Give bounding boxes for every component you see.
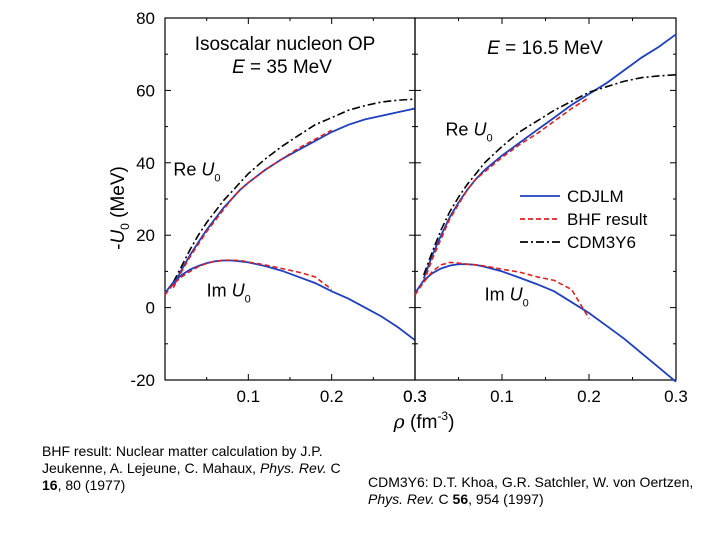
- right-annotation-text: Im: [485, 284, 510, 304]
- right-annotation-im: Im U0: [485, 284, 529, 309]
- bhf-reference-journal: Phys. Rev.: [259, 460, 327, 476]
- legend-label-cdm3y6: CDM3Y6: [567, 233, 636, 252]
- right-plot-frame: [414, 17, 677, 381]
- right-title-var: E: [487, 38, 500, 59]
- left-series-cdm3y6-re: [172, 98, 416, 283]
- left-series-bhf-im: [164, 259, 333, 296]
- x-axis-label-unit: (fm: [405, 412, 438, 433]
- right-xtick-label: 0.2: [577, 387, 601, 406]
- left-title-line-1: Isoscalar nucleon OP: [195, 34, 376, 55]
- y-axis-label: -U0 (MeV): [108, 166, 132, 250]
- left-series-cdjlm-re: [172, 107, 416, 287]
- left-title-var: E: [232, 57, 245, 78]
- y-axis-label-unit: (MeV): [108, 166, 129, 223]
- left-series-bhf-re: [172, 129, 333, 289]
- left-ytick-label: 40: [136, 154, 155, 173]
- left-ytick-label: 80: [136, 9, 155, 28]
- right-series-cdjlm-im: [414, 263, 677, 383]
- bhf-reference-lead: BHF result: [42, 443, 109, 459]
- right-title: E = 16.5 MeV: [487, 38, 603, 59]
- optical-potential-figure: -20 0 20 40 60 80 0.1 0.2 0.3 Isoscalar nucleon O…: [108, 9, 688, 433]
- left-annotation-re: Re U0: [173, 159, 220, 184]
- bhf-reference-authors: Nuclear matter calculation by J.P. Jeuke…: [42, 443, 323, 476]
- left-ytick-label: 60: [136, 81, 155, 100]
- legend-label-bhf-result: BHF result: [567, 210, 648, 229]
- left-annotation-im: Im U0: [207, 281, 251, 306]
- x-axis-label-exp: -3: [437, 409, 448, 423]
- right-series-bhf-im: [414, 261, 590, 319]
- left-series-cdjlm-im: [164, 259, 416, 341]
- cdm3y6-reference-volume: 56: [452, 491, 469, 507]
- axis-labels: -U0 (MeV)ρ (fm-3): [108, 166, 454, 433]
- left-ytick-label: -20: [130, 371, 155, 390]
- right-xtick-label: 0.3: [403, 387, 427, 406]
- y-axis-label-prefix: -: [108, 244, 129, 250]
- left-title-suffix: = 35 MeV: [245, 57, 332, 78]
- left-xtick-label: 0.3: [403, 387, 427, 406]
- y-axis-label-var: U: [108, 230, 129, 244]
- right-xtick-label: 0.1: [490, 387, 514, 406]
- left-panel: -20 0 20 40 60 80 0.1 0.2 0.3 Isoscalar nucleon O…: [130, 9, 426, 406]
- right-annotation-re: Re U0: [445, 120, 492, 145]
- cdm3y6-reference: CDM3Y6: D.T. Khoa, G.R. Satchler, W. von…: [368, 474, 718, 508]
- right-annotation-sub: 0: [486, 133, 492, 145]
- right-annotation-var: U: [473, 120, 487, 140]
- right-xtick-label: 0.3: [664, 387, 688, 406]
- right-series-bhf-re: [422, 96, 590, 283]
- y-axis-label-sub: 0: [118, 223, 132, 230]
- x-axis-label: ρ (fm-3): [393, 409, 455, 433]
- left-annotation-var: U: [232, 281, 246, 301]
- right-series-cdm3y6-re: [422, 74, 677, 276]
- cdm3y6-reference-lead: CDM3Y6: [368, 474, 425, 490]
- left-annotation-text: Re: [173, 159, 201, 179]
- bhf-reference: BHF result: Nuclear matter calculation b…: [42, 443, 352, 494]
- right-annotation-var: U: [510, 284, 524, 304]
- left-ytick-label: 20: [136, 226, 155, 245]
- legend-label-cdjlm: CDJLM: [567, 187, 624, 206]
- bhf-reference-volume-prefix: C: [326, 460, 341, 476]
- bhf-reference-sep: :: [108, 443, 116, 459]
- x-axis-label-var: ρ: [393, 411, 406, 433]
- cdm3y6-reference-authors: D.T. Khoa, G.R. Satchler, W. von Oertzen…: [432, 474, 694, 490]
- cdm3y6-reference-pages: , 954 (1997): [468, 491, 544, 507]
- right-annotation-sub: 0: [523, 297, 529, 309]
- left-xtick-label: 0.2: [320, 387, 344, 406]
- left-ytick-label: 0: [146, 299, 155, 318]
- right-title-suffix: = 16.5 MeV: [500, 38, 603, 59]
- right-annotation-text: Re: [445, 120, 473, 140]
- right-series-cdjlm-re: [422, 33, 677, 279]
- left-annotation-sub: 0: [214, 172, 220, 184]
- left-title-line-2: E = 35 MeV: [232, 57, 332, 78]
- bhf-reference-volume: 16: [42, 477, 58, 493]
- legend: CDJLM BHF result CDM3Y6: [520, 187, 648, 252]
- cdm3y6-reference-sep: :: [424, 474, 433, 490]
- x-axis-label-close: ): [448, 412, 454, 433]
- cdm3y6-reference-volume-prefix: C: [434, 491, 453, 507]
- left-xtick-label: 0.1: [237, 387, 261, 406]
- left-annotation-var: U: [201, 159, 215, 179]
- left-annotation-sub: 0: [245, 294, 251, 306]
- left-annotation-text: Im: [207, 281, 232, 301]
- cdm3y6-reference-journal: Phys. Rev.: [368, 491, 435, 507]
- bhf-reference-pages: , 80 (1977): [57, 477, 126, 493]
